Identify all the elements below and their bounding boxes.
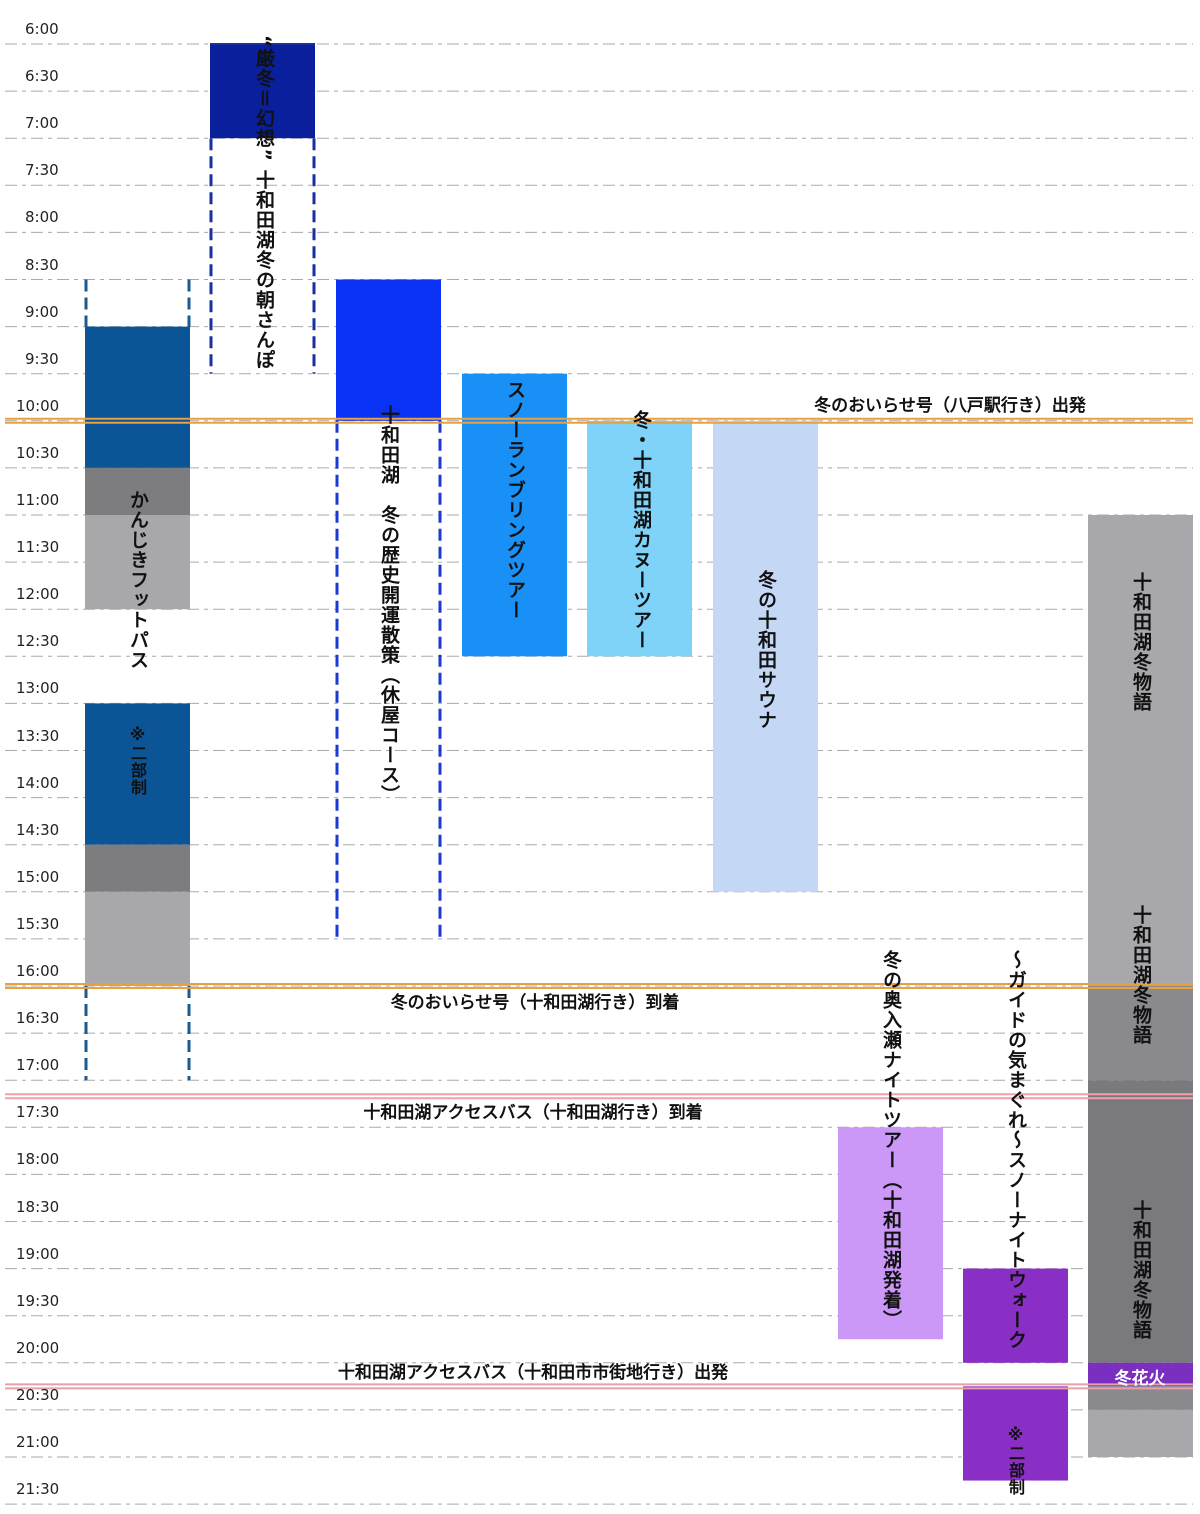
event-note: 冬花火: [1114, 1368, 1166, 1389]
block: [85, 703, 190, 845]
block: [587, 420, 692, 657]
block: [462, 373, 567, 657]
time-label: 16:00: [16, 962, 60, 980]
block: [85, 467, 190, 515]
time-label: 14:00: [16, 773, 60, 792]
event-label: “厳冬＝幻想” 十和田湖冬の朝さんぽ: [253, 35, 275, 370]
time-label: 20:30: [16, 1385, 60, 1404]
time-label: 15:00: [16, 867, 60, 886]
block: [1088, 986, 1193, 1081]
block: [963, 1268, 1068, 1363]
event-label: 十和田湖冬物語: [1130, 572, 1152, 712]
time-label: 13:00: [16, 679, 60, 698]
time-label: 20:00: [16, 1338, 60, 1357]
time-label: 18:00: [16, 1150, 60, 1169]
bus-label: 冬のおいらせ号（十和田湖行き）到着: [390, 993, 680, 1013]
time-label: 11:30: [16, 538, 60, 557]
block: [85, 326, 190, 468]
time-label: 12:30: [16, 632, 60, 651]
time-label: 19:00: [16, 1244, 60, 1263]
time-label: 16:30: [16, 1009, 60, 1028]
block: [1088, 1386, 1193, 1410]
time-label: 21:00: [16, 1433, 60, 1451]
block: [1088, 1362, 1193, 1387]
time-label: 17:30: [16, 1103, 60, 1122]
event-label: ～ガイドの気まぐれ～スノーナイトウォーク: [1005, 950, 1027, 1350]
time-label: 18:30: [16, 1197, 60, 1216]
event-label: 十和田湖冬物語: [1130, 905, 1152, 1045]
event-label: 冬の奥入瀬ナイトツアー（十和田湖発着）: [880, 950, 902, 1330]
event-label: 十和田湖冬物語: [1130, 1200, 1152, 1340]
time-label: 7:00: [25, 114, 59, 133]
block: [713, 420, 818, 892]
time-label: 9:30: [25, 349, 59, 368]
time-label: 11:00: [16, 491, 60, 509]
block: [838, 1127, 943, 1340]
block: [85, 844, 190, 892]
time-label: 10:30: [16, 443, 60, 462]
time-label: 6:30: [25, 67, 59, 86]
block: [963, 1386, 1068, 1481]
time-label: 9:00: [25, 302, 59, 321]
event-label: ※二部制: [1006, 1425, 1025, 1496]
block: [1088, 1409, 1193, 1457]
bus-label: 十和田湖アクセスバス（十和田市市街地行き）出発: [337, 1363, 729, 1384]
block: [336, 279, 441, 421]
time-label: 7:30: [25, 161, 59, 180]
time-label: 13:30: [16, 726, 60, 745]
block: [85, 891, 190, 986]
time-label: 8:30: [25, 255, 59, 274]
block: [85, 515, 190, 610]
block: [1088, 515, 1193, 986]
event-label: ※二部制: [128, 725, 147, 796]
event-label: 十和田湖 冬の歴史開運散策（休屋コース）: [378, 405, 400, 805]
event-label: かんじきフットパス: [127, 490, 149, 670]
time-label: 8:00: [25, 208, 59, 227]
time-label: 6:00: [25, 20, 59, 38]
bus-label: 十和田湖アクセスバス（十和田湖行き）到着: [363, 1103, 703, 1124]
time-label: 10:00: [16, 396, 60, 415]
time-label: 12:00: [16, 585, 60, 604]
block: [1088, 1080, 1193, 1363]
time-label: 17:00: [16, 1056, 60, 1075]
time-label: 15:30: [16, 914, 60, 933]
event-label: 冬・十和田湖カヌーツアー: [630, 410, 652, 650]
time-label: 21:30: [16, 1480, 60, 1499]
event-label: スノーランブリングツアー: [504, 380, 526, 620]
block: [210, 44, 315, 139]
time-label: 19:30: [16, 1291, 60, 1310]
time-label: 14:30: [16, 820, 60, 839]
bus-label: 冬のおいらせ号（八戸駅行き）出発: [814, 395, 1086, 416]
event-label: 冬の十和田サウナ: [755, 570, 777, 730]
